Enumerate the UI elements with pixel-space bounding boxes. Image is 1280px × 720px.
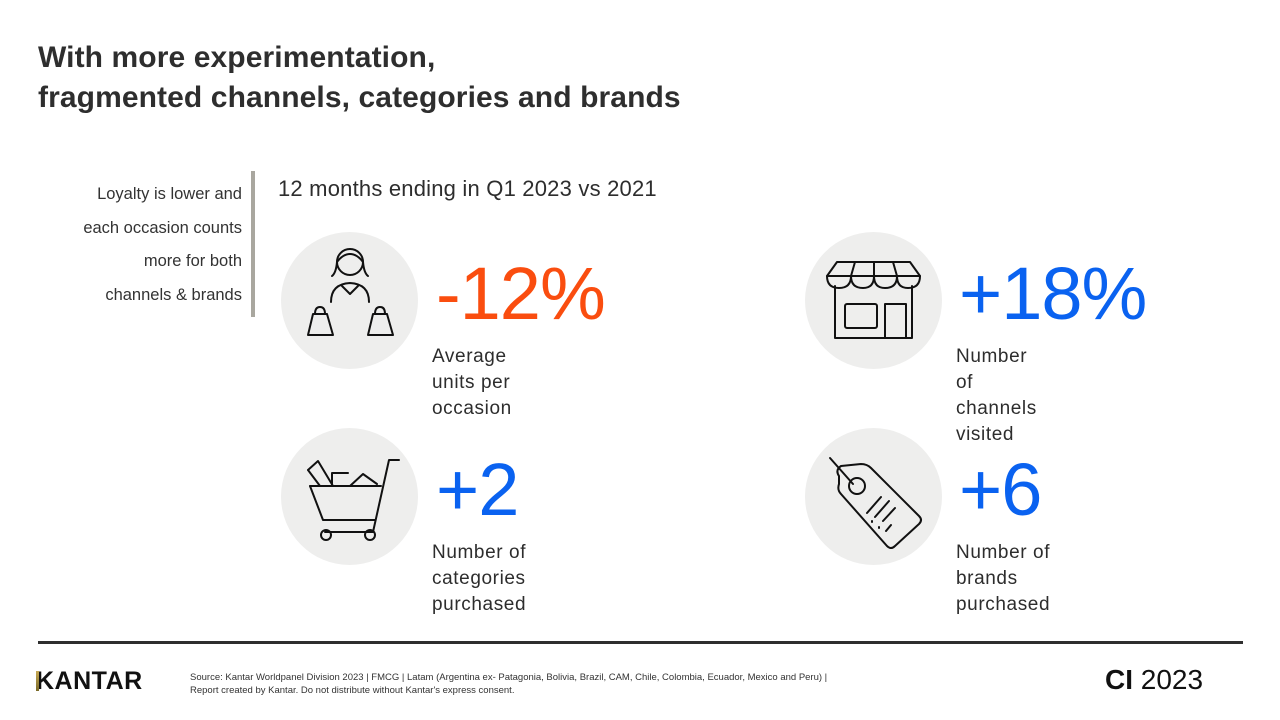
title-line-1: With more experimentation, [38,41,436,74]
ci-2023-mark: CI 2023 [1105,664,1204,695]
shopping-cart-icon [281,428,418,565]
slide-title: With more experimentation, fragmented ch… [38,38,681,118]
storefront-icon [805,232,942,369]
stat-value: +2 [436,448,519,531]
shopper-with-bags-icon [281,232,418,369]
price-tag-icon [805,428,942,565]
stat-value: -12% [436,252,606,335]
side-note-line: more for both [143,252,242,271]
stat-label: Number of categories purchased [432,542,527,615]
stat-label: Number of brands purchased [956,542,1051,615]
stat-label: Number of channels visited [956,346,1037,445]
stat-label: Average units per occasion [432,346,512,419]
logo-accent-bar [36,671,39,691]
kantar-logo: KANTAR [36,667,143,695]
side-note-line: each occasion counts [83,218,242,237]
side-divider [251,171,255,317]
side-note: Loyalty is lower and each occasion count… [40,178,242,313]
footer-divider [38,641,1243,644]
period-subtitle: 12 months ending in Q1 2023 vs 2021 [278,176,657,201]
side-note-line: channels & brands [105,286,242,305]
stat-value: +18% [959,252,1147,335]
stat-value: +6 [959,448,1042,531]
source-note: Source: Kantar Worldpanel Division 2023 … [190,672,828,696]
side-note-line: Loyalty is lower and [97,185,242,203]
title-line-2: fragmented channels, categories and bran… [38,81,681,114]
